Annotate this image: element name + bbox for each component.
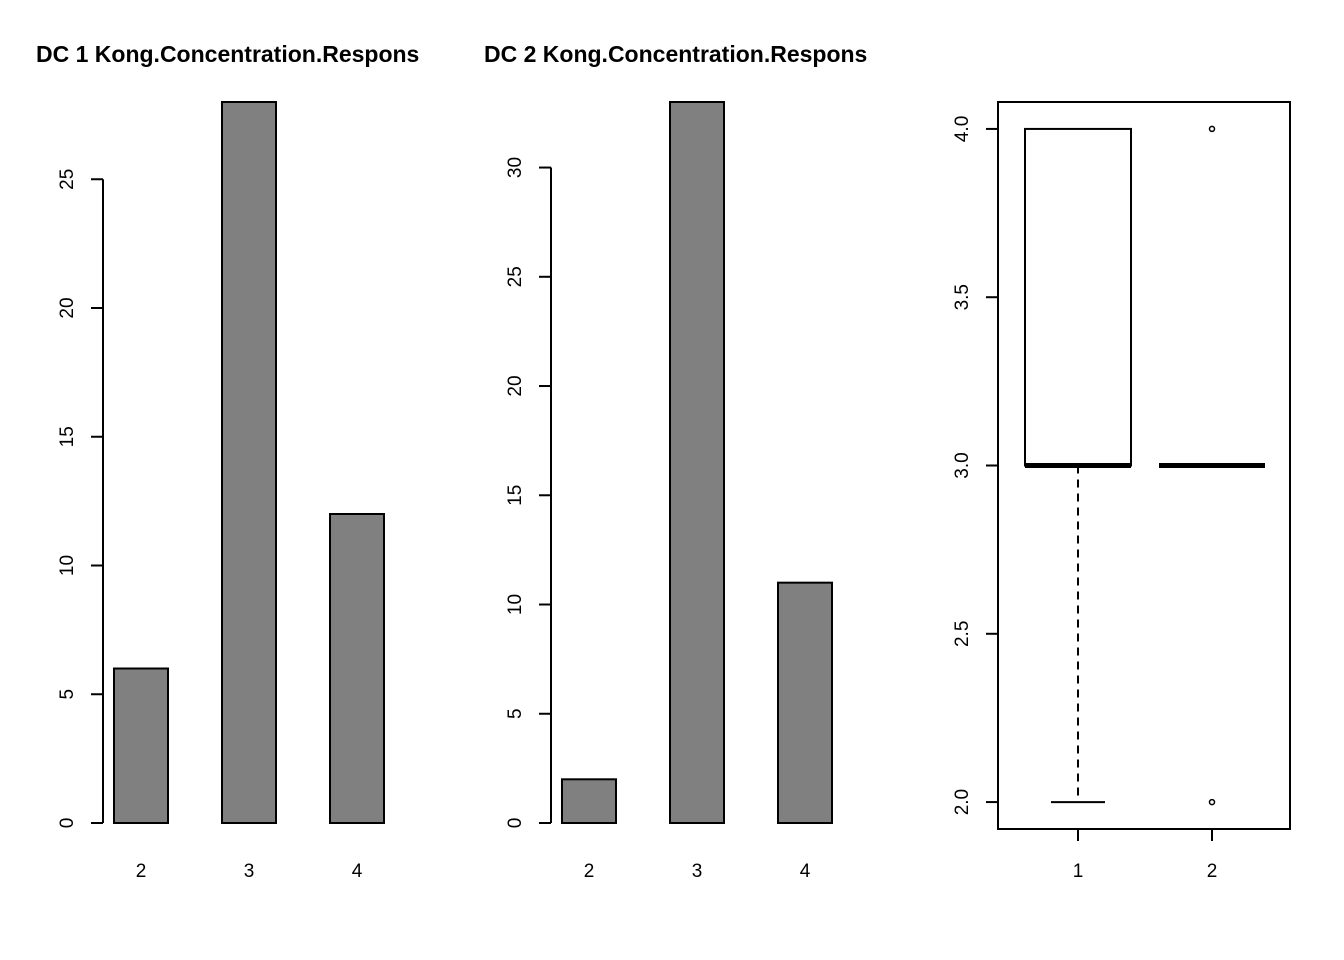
y-tick-label: 5 (505, 708, 526, 719)
y-tick-label: 0 (505, 818, 526, 829)
y-tick-label: 25 (57, 169, 78, 190)
x-axis-labels: 2 3 4 (136, 861, 363, 882)
bar (329, 513, 385, 824)
bars (113, 101, 385, 824)
bars (561, 101, 833, 825)
x-axis-labels: 2 3 4 (584, 861, 811, 882)
y-tick-label: 5 (57, 689, 78, 700)
x-tick-label: 4 (352, 861, 363, 882)
box (1024, 127, 1132, 467)
bar (221, 101, 277, 824)
bar-chart-dc2: DC 2 Kong.Concentration.Respons 05101520… (484, 41, 867, 882)
bar (561, 778, 617, 825)
y-tick-label: 30 (505, 157, 526, 178)
y-tick-label: 10 (505, 594, 526, 615)
y-axis: 0 5 10 15 20 25 30 (505, 157, 552, 829)
bar (113, 667, 169, 824)
box-group (1159, 125, 1265, 806)
y-tick-label: 3.0 (952, 452, 973, 478)
bar (777, 581, 833, 825)
x-tick-label: 2 (584, 861, 595, 882)
x-tick-label: 4 (800, 861, 811, 882)
y-tick-label: 2.0 (952, 789, 973, 815)
chart-title: DC 1 Kong.Concentration.Respons (36, 41, 419, 67)
x-tick-label: 2 (136, 861, 147, 882)
x-tick-label: 2 (1207, 861, 1218, 882)
y-tick-label: 25 (505, 266, 526, 287)
outlier-point (1208, 798, 1216, 806)
y-tick-label: 3.5 (952, 284, 973, 310)
y-tick-label: 15 (57, 426, 78, 447)
chart-title: DC 2 Kong.Concentration.Respons (484, 41, 867, 67)
y-axis: 2.0 2.5 3.0 3.5 4.0 (952, 116, 999, 815)
y-tick-label: 0 (57, 818, 78, 829)
y-tick-label: 10 (57, 555, 78, 576)
box-group (1024, 127, 1132, 804)
x-tick-label: 3 (244, 861, 255, 882)
boxes (1024, 125, 1265, 806)
bar (669, 101, 725, 824)
y-axis: 0 5 10 15 20 25 (57, 169, 104, 829)
y-tick-label: 15 (505, 485, 526, 506)
y-tick-label: 20 (505, 375, 526, 396)
y-tick-label: 4.0 (952, 116, 973, 142)
y-tick-label: 20 (57, 297, 78, 318)
bar-chart-dc1: DC 1 Kong.Concentration.Respons 05101520… (36, 41, 419, 882)
x-tick-label: 1 (1073, 861, 1084, 882)
y-tick-label: 2.5 (952, 621, 973, 647)
x-tick-label: 3 (692, 861, 703, 882)
outlier-point (1208, 125, 1216, 133)
